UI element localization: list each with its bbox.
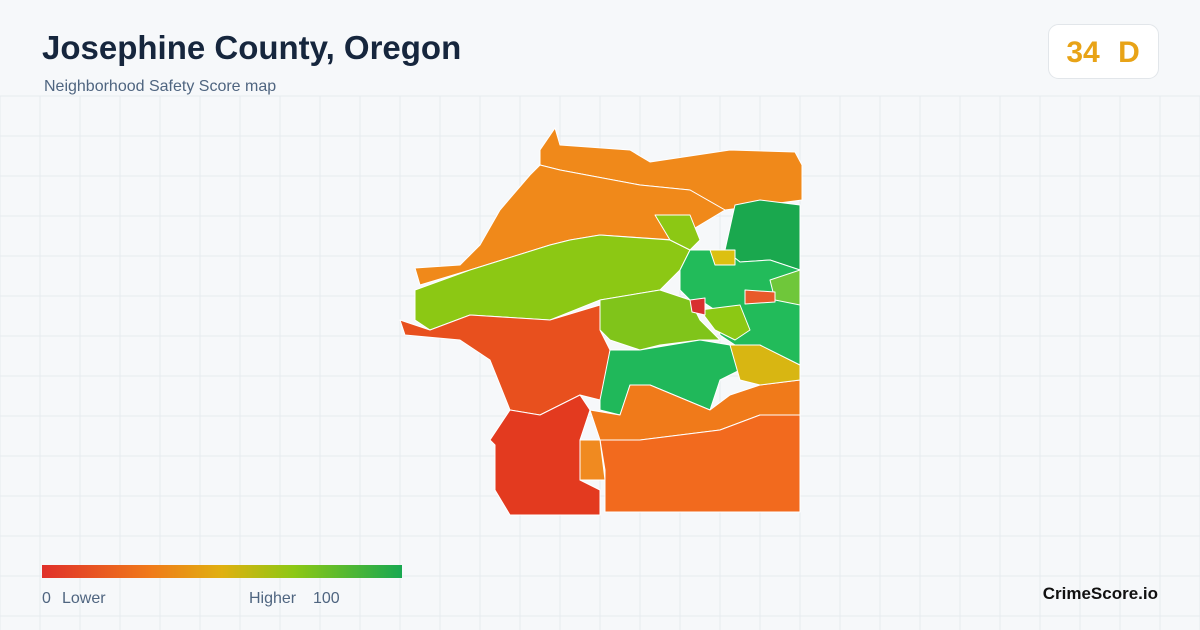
legend-max: 100	[313, 590, 340, 607]
background-grid	[0, 95, 1200, 630]
map-region	[489, 394, 601, 516]
map-region	[654, 214, 701, 251]
map-region	[744, 289, 776, 305]
page-title: Josephine County, Oregon	[42, 29, 461, 66]
map-region	[599, 414, 801, 513]
map-region	[709, 249, 736, 266]
score-value: 34	[1066, 36, 1100, 69]
map-region	[689, 297, 706, 316]
page-subtitle: Neighborhood Safety Score map	[44, 78, 276, 95]
map-region	[579, 439, 606, 481]
legend-min-label: Lower	[62, 590, 106, 607]
legend-gradient	[42, 565, 402, 578]
score-badge	[1048, 24, 1159, 79]
brand: CrimeScore.io	[1043, 584, 1158, 603]
score-grade: D	[1118, 36, 1140, 69]
legend-min: 0	[42, 590, 51, 607]
legend-max-label: Higher	[249, 590, 297, 607]
county-map	[399, 127, 803, 516]
map-region	[699, 304, 751, 341]
